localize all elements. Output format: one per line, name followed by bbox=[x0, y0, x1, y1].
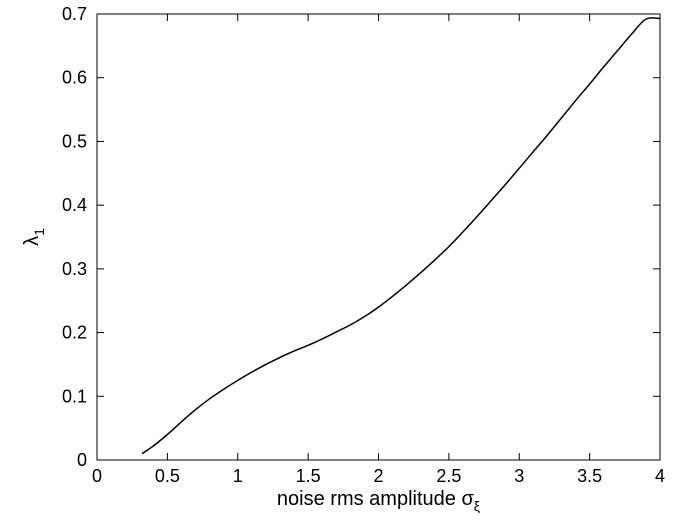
x-tick-label: 0.5 bbox=[155, 466, 180, 486]
y-tick-label: 0.6 bbox=[62, 68, 87, 88]
y-tick-label: 0.3 bbox=[62, 259, 87, 279]
ticks-layer bbox=[96, 13, 661, 461]
x-tick-label: 1.5 bbox=[296, 466, 321, 486]
x-tick-label: 0 bbox=[92, 466, 102, 486]
y-tick-label: 0.7 bbox=[62, 4, 87, 24]
x-tick-label: 1 bbox=[233, 466, 243, 486]
x-tick-label: 4 bbox=[655, 466, 665, 486]
y-tick-label: 0.1 bbox=[62, 386, 87, 406]
series-line bbox=[141, 17, 661, 455]
x-axis-label-subscript: ξ bbox=[474, 498, 480, 514]
x-tick-label: 3.5 bbox=[577, 466, 602, 486]
x-axis-label: noise rms amplitude σξ bbox=[277, 488, 480, 514]
y-tick-label: 0.2 bbox=[62, 323, 87, 343]
x-tick-label: 3 bbox=[514, 466, 524, 486]
y-tick-label: 0 bbox=[77, 450, 87, 470]
x-tick-label: 2.5 bbox=[436, 466, 461, 486]
tick-labels-layer: 0 0.5 1 1.5 2 2.5 3 3.5 4 0 0.1 0.2 0.3 0.4 0.5 0.6 0.7 bbox=[62, 4, 665, 486]
x-axis-label-symbol: σ bbox=[461, 488, 474, 510]
y-axis-label-subscript: 1 bbox=[31, 228, 47, 236]
plot-frame bbox=[96, 13, 661, 461]
y-axis-label-symbol: λ bbox=[21, 236, 43, 246]
x-tick-label: 2 bbox=[373, 466, 383, 486]
y-axis-label: λ1 bbox=[21, 228, 47, 246]
x-axis-label-prefix: noise rms amplitude bbox=[277, 488, 462, 510]
y-tick-label: 0.4 bbox=[62, 195, 87, 215]
y-tick-label: 0.5 bbox=[62, 131, 87, 151]
